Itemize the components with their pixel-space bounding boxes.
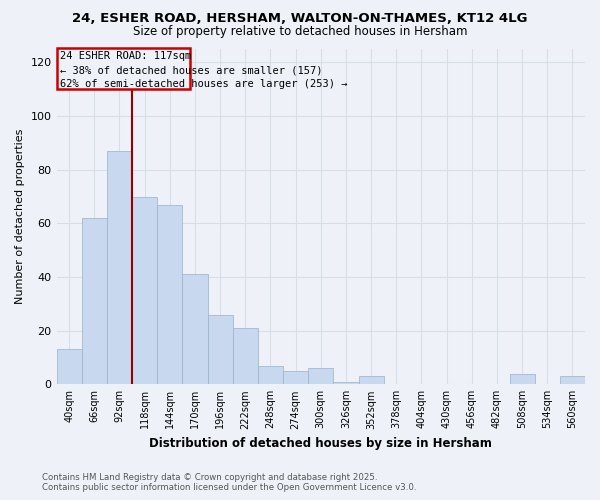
Bar [233,328,258,384]
Bar [509,374,535,384]
Bar [283,371,308,384]
Bar [107,151,132,384]
Bar [334,382,359,384]
Bar [308,368,334,384]
Bar [359,376,383,384]
Bar [258,366,283,384]
Bar [82,218,107,384]
Text: Size of property relative to detached houses in Hersham: Size of property relative to detached ho… [133,25,467,38]
Bar [132,196,157,384]
Text: 24 ESHER ROAD: 117sqm: 24 ESHER ROAD: 117sqm [61,51,191,61]
Bar [560,376,585,384]
Bar [56,350,82,384]
Y-axis label: Number of detached properties: Number of detached properties [15,129,25,304]
FancyBboxPatch shape [56,48,190,90]
Text: 62% of semi-detached houses are larger (253) →: 62% of semi-detached houses are larger (… [61,80,348,90]
Bar [182,274,208,384]
Bar [208,314,233,384]
Bar [157,204,182,384]
Text: 24, ESHER ROAD, HERSHAM, WALTON-ON-THAMES, KT12 4LG: 24, ESHER ROAD, HERSHAM, WALTON-ON-THAME… [72,12,528,26]
Text: Contains HM Land Registry data © Crown copyright and database right 2025.
Contai: Contains HM Land Registry data © Crown c… [42,473,416,492]
X-axis label: Distribution of detached houses by size in Hersham: Distribution of detached houses by size … [149,437,492,450]
Text: ← 38% of detached houses are smaller (157): ← 38% of detached houses are smaller (15… [61,65,323,75]
